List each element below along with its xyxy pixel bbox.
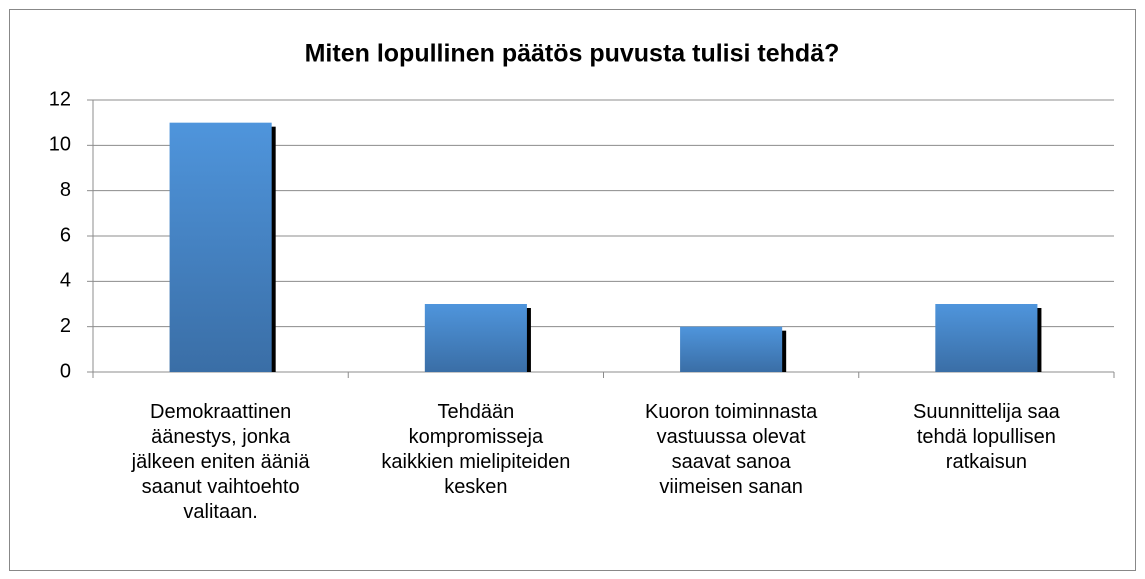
bar — [169, 122, 272, 373]
y-tick-label: 0 — [60, 360, 71, 382]
y-tick-label: 12 — [49, 88, 71, 110]
x-tick-label: Suunnittelija saa tehdä lopullisen ratka… — [912, 401, 1060, 473]
y-tick-label: 10 — [49, 134, 71, 156]
bar — [680, 326, 783, 372]
chart-title: Miten lopullinen päätös puvusta tulisi t… — [305, 40, 840, 68]
x-tick-label: Kuoron toiminnasta vastuussa olevat saav… — [644, 401, 818, 498]
x-tick-label: Tehdään kompromisseja kaikkien mielipite… — [381, 401, 571, 498]
y-tick-label: 4 — [60, 270, 71, 292]
y-tick-label: 2 — [60, 315, 71, 337]
y-tick-label: 8 — [60, 179, 71, 201]
bar — [424, 304, 527, 372]
bar — [935, 304, 1038, 372]
y-tick-label: 6 — [60, 224, 71, 246]
x-tick-label: Demokraattinen äänestys, jonka jälkeen e… — [131, 401, 310, 523]
